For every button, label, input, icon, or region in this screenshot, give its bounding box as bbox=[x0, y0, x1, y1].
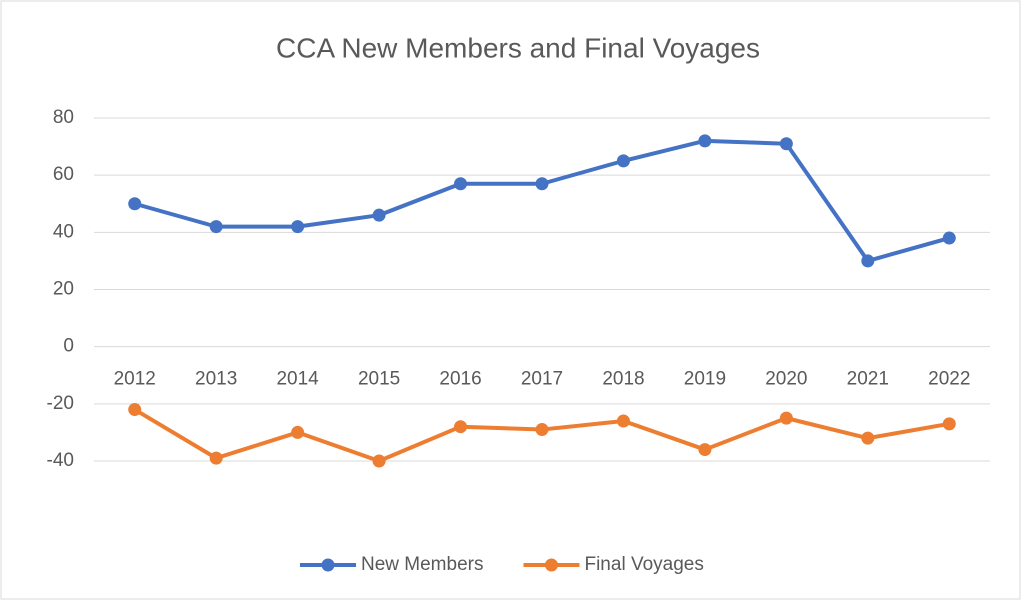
data-point bbox=[535, 177, 549, 191]
y-tick-label: -20 bbox=[47, 393, 74, 414]
x-tick-label: 2021 bbox=[847, 369, 889, 390]
x-tick-label: 2014 bbox=[276, 369, 319, 390]
x-tick-label: 2017 bbox=[521, 369, 563, 390]
data-point bbox=[209, 220, 223, 234]
data-point bbox=[128, 403, 142, 417]
legend-swatch-marker bbox=[321, 558, 335, 572]
data-point bbox=[454, 177, 468, 191]
x-tick-label: 2015 bbox=[358, 369, 400, 390]
y-tick-label: 80 bbox=[53, 107, 74, 128]
x-tick-label: 2020 bbox=[765, 369, 807, 390]
data-point bbox=[454, 420, 468, 434]
data-point bbox=[861, 254, 875, 268]
legend-label: Final Voyages bbox=[584, 554, 703, 575]
data-point bbox=[372, 454, 386, 468]
data-point bbox=[291, 220, 305, 234]
data-point bbox=[779, 137, 793, 151]
x-tick-label: 2019 bbox=[684, 369, 726, 390]
data-point bbox=[698, 443, 712, 457]
data-point bbox=[616, 154, 630, 168]
y-tick-label: 20 bbox=[53, 279, 74, 300]
x-tick-label: 2022 bbox=[928, 369, 970, 390]
legend-label: New Members bbox=[361, 554, 483, 575]
data-point bbox=[291, 425, 305, 439]
data-point bbox=[535, 423, 549, 437]
data-point bbox=[942, 417, 956, 431]
data-point bbox=[616, 414, 630, 428]
x-tick-label: 2012 bbox=[114, 369, 156, 390]
data-point bbox=[861, 431, 875, 445]
x-tick-label: 2018 bbox=[602, 369, 644, 390]
chart-title: CCA New Members and Final Voyages bbox=[276, 32, 760, 63]
data-point bbox=[942, 231, 956, 245]
x-tick-label: 2013 bbox=[195, 369, 237, 390]
x-tick-label: 2016 bbox=[439, 369, 481, 390]
data-point bbox=[779, 411, 793, 425]
y-tick-label: 40 bbox=[53, 221, 74, 242]
legend-swatch-marker bbox=[544, 558, 558, 572]
data-point bbox=[128, 197, 142, 211]
data-point bbox=[372, 208, 386, 222]
data-point bbox=[209, 451, 223, 465]
y-tick-label: -40 bbox=[47, 450, 74, 471]
y-tick-label: 0 bbox=[63, 336, 74, 357]
y-tick-label: 60 bbox=[53, 164, 74, 185]
data-point bbox=[698, 134, 712, 148]
